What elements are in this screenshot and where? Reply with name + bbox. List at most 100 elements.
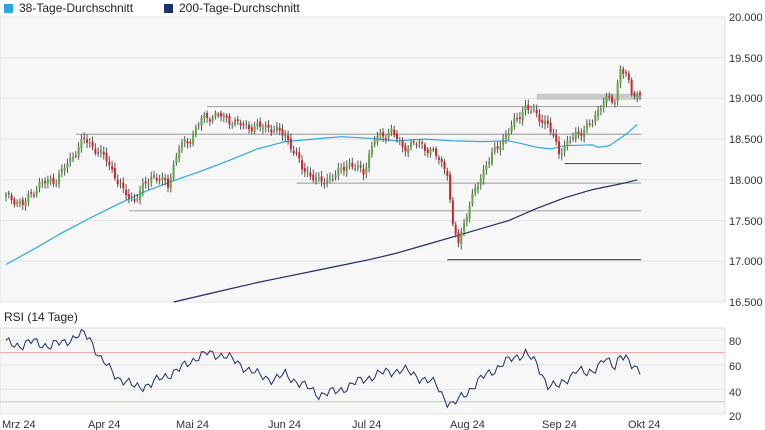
candle-down: [127, 194, 130, 199]
candle-up: [585, 123, 588, 129]
candle-down: [384, 138, 387, 140]
candle-up: [261, 127, 264, 129]
candle-up: [273, 130, 276, 132]
rsi-title: RSI (14 Tage): [4, 310, 78, 324]
candle-down: [236, 119, 239, 122]
candle-up: [18, 201, 21, 204]
candle-down: [454, 224, 457, 234]
candle-up: [317, 177, 320, 179]
candle-down: [449, 174, 452, 200]
candle-down: [74, 155, 77, 157]
candle-up: [284, 134, 287, 137]
rsi-gridlines: [0, 339, 725, 415]
legend-label-38: 38-Tage-Durchschnitt: [19, 1, 134, 15]
candle-down: [295, 152, 298, 154]
candle-down: [125, 189, 128, 196]
candle-up: [597, 109, 600, 116]
y-tick: 16.500: [729, 297, 763, 309]
candle-up: [571, 137, 574, 140]
candle-up: [119, 183, 122, 185]
candle-up: [602, 101, 605, 108]
legend-swatch-38: [4, 4, 13, 13]
y-tick: 20.000: [729, 12, 763, 24]
candle-up: [150, 176, 153, 183]
candle-up: [328, 177, 331, 179]
candle-down: [309, 172, 312, 177]
candle-up: [77, 146, 80, 157]
candle-up: [172, 164, 175, 178]
candle-down: [278, 127, 281, 131]
candle-up: [197, 124, 200, 126]
x-tick: Aug 24: [450, 419, 485, 430]
candle-up: [245, 123, 248, 125]
candle-down: [426, 149, 429, 153]
candle-down: [153, 175, 156, 177]
x-tick: Jun 24: [268, 419, 301, 430]
candle-down: [102, 151, 105, 155]
candle-down: [541, 120, 544, 123]
candle-down: [259, 121, 262, 127]
price-axis: 20.000 19.500 19.000 18.500 18.000 17.50…: [729, 12, 763, 309]
candle-down: [549, 122, 552, 133]
candle-up: [490, 152, 493, 164]
candle-down: [158, 179, 161, 181]
candle-up: [27, 193, 30, 202]
candle-down: [421, 142, 424, 144]
y-tick: 19.500: [729, 53, 763, 65]
candle-up: [566, 140, 569, 147]
candle-up: [348, 163, 351, 166]
candle-down: [611, 96, 614, 103]
candle-down: [518, 117, 521, 119]
y-tick: 17.000: [729, 256, 763, 268]
candle-up: [460, 231, 463, 245]
candle-down: [382, 132, 385, 137]
candle-up: [502, 138, 505, 145]
candle-down: [415, 144, 418, 146]
candle-down: [85, 139, 88, 143]
candle-up: [569, 140, 572, 142]
candle-down: [622, 69, 625, 74]
candle-up: [130, 197, 133, 199]
candle-down: [164, 178, 167, 181]
candle-up: [88, 142, 91, 144]
candle-down: [21, 199, 24, 205]
candle-up: [524, 105, 527, 111]
candle-up: [594, 114, 597, 123]
candle-up: [636, 93, 639, 98]
candle-up: [180, 142, 183, 148]
y-tick: 18.500: [729, 134, 763, 146]
candle-down: [144, 181, 147, 184]
candle-down: [516, 118, 519, 120]
candle-up: [521, 111, 524, 121]
candle-down: [298, 152, 301, 159]
candle-down: [396, 133, 399, 140]
candle-up: [340, 168, 343, 170]
candle-down: [432, 148, 435, 150]
candle-up: [499, 146, 502, 151]
rsi-y-tick: 80: [729, 336, 741, 348]
candle-up: [231, 124, 234, 126]
candle-up: [194, 127, 197, 135]
candle-down: [627, 73, 630, 80]
candle-down: [446, 170, 449, 176]
candle-up: [334, 175, 337, 178]
candle-down: [220, 112, 223, 117]
candle-up: [583, 130, 586, 138]
candle-up: [139, 190, 142, 200]
candle-up: [507, 133, 510, 137]
candle-down: [113, 167, 116, 179]
candle-up: [532, 109, 535, 111]
candle-up: [468, 205, 471, 219]
candle-down: [52, 177, 55, 185]
candle-down: [404, 145, 407, 152]
candle-up: [345, 165, 348, 172]
candle-up: [373, 140, 376, 145]
candle-down: [166, 178, 169, 188]
candle-up: [99, 150, 102, 153]
candle-down: [412, 141, 415, 143]
candle-up: [69, 157, 72, 163]
candle-down: [625, 72, 628, 74]
candle-up: [513, 118, 516, 127]
candle-up: [60, 168, 63, 173]
candle-up: [24, 200, 27, 206]
